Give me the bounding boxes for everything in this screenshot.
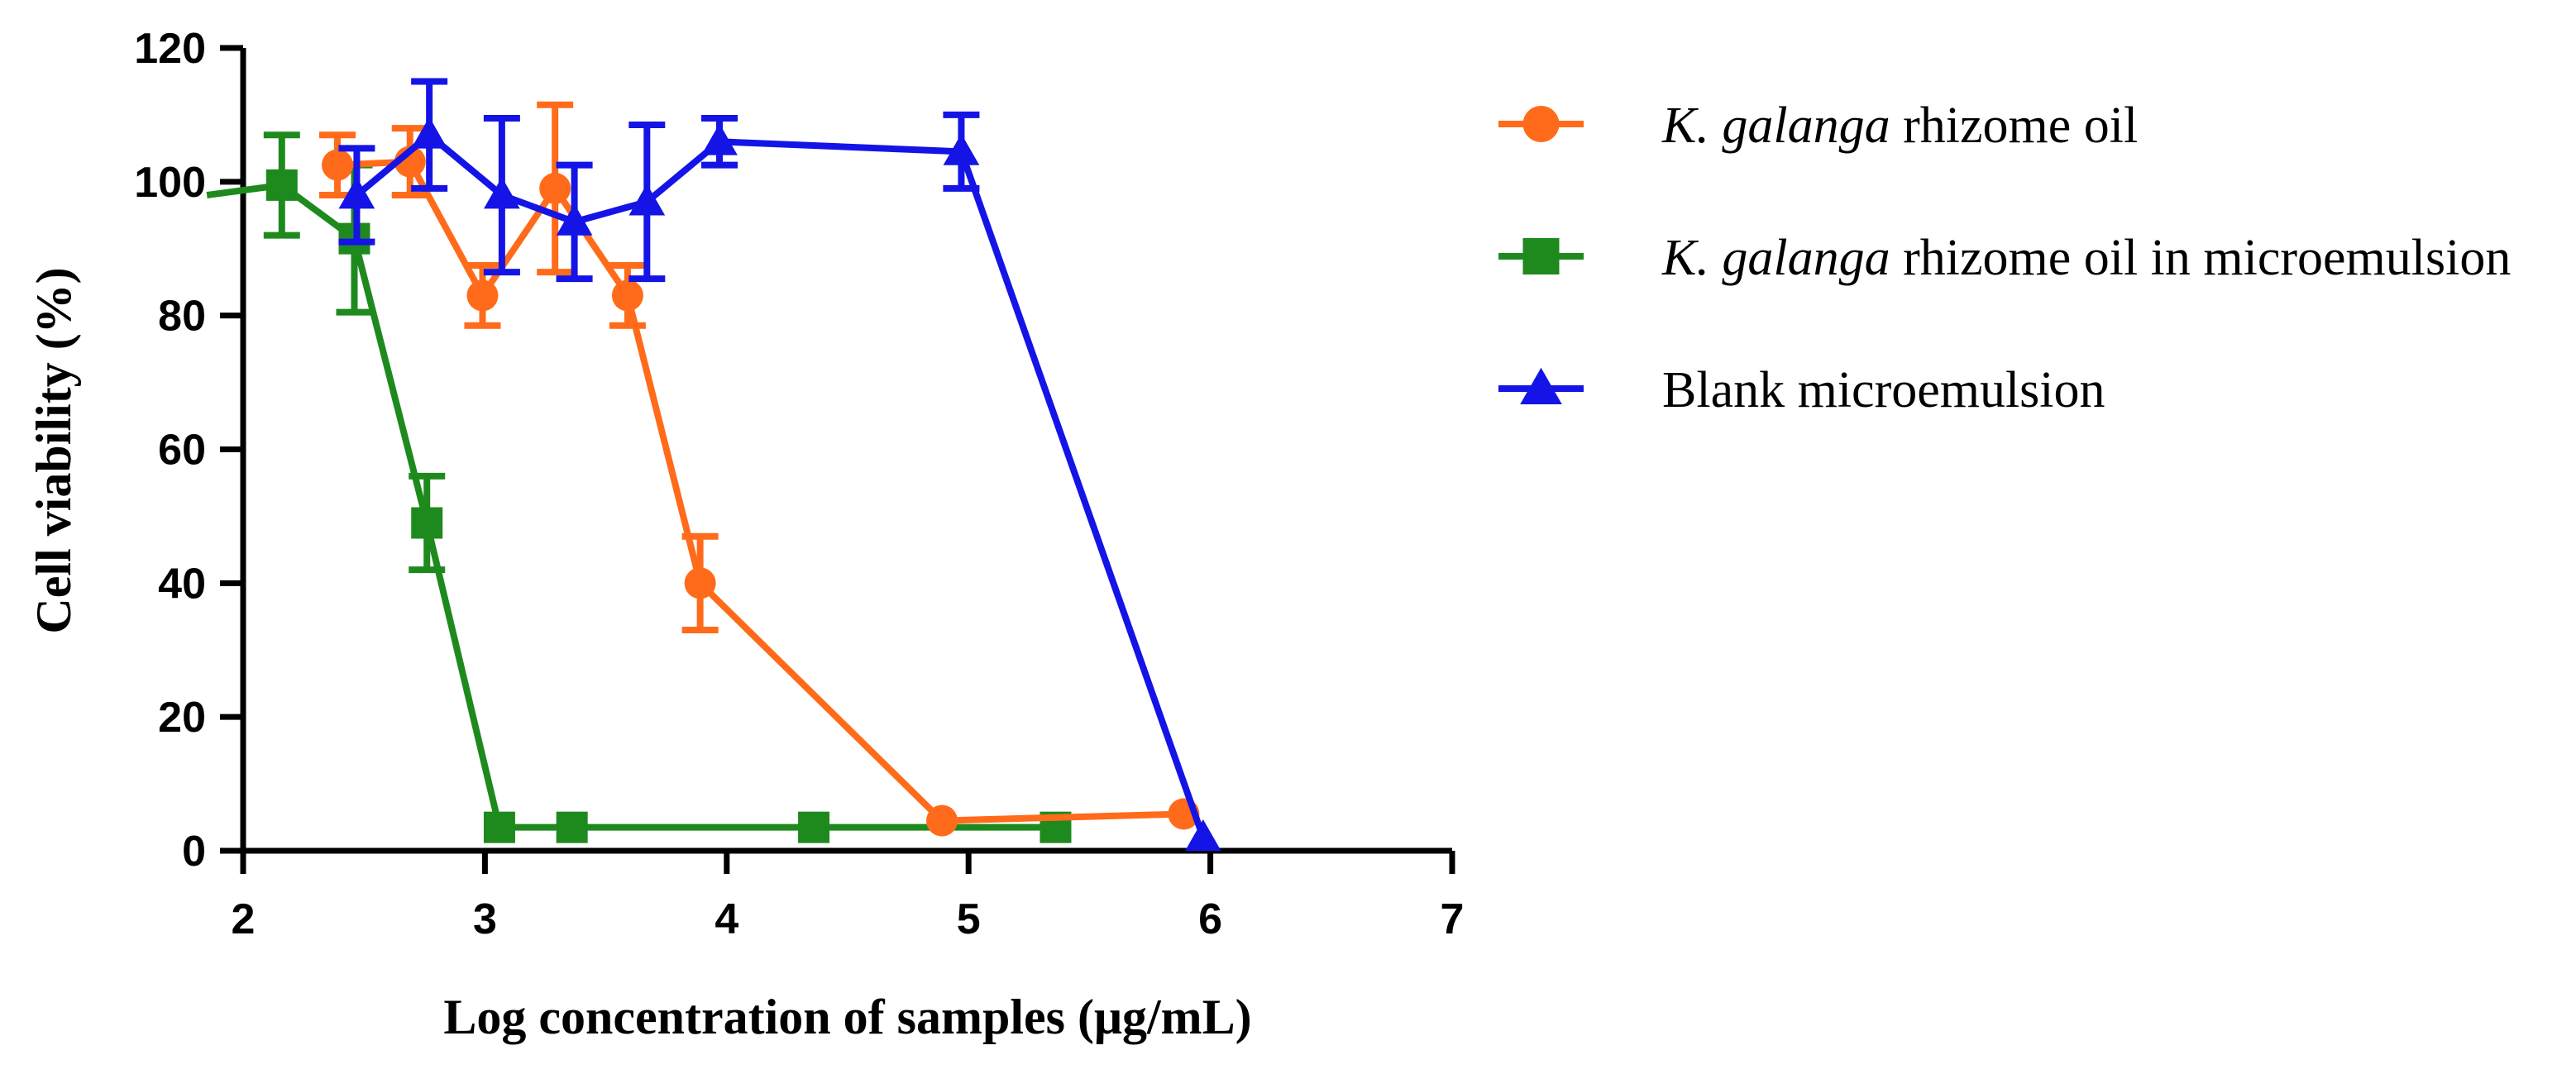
legend-label-italic: K. galanga <box>1661 98 1890 154</box>
y-tick-label: 40 <box>158 560 206 608</box>
data-point <box>798 811 830 843</box>
x-tick-label: 5 <box>957 895 981 943</box>
series-0 <box>319 101 1200 837</box>
series-1 <box>206 131 1072 843</box>
data-point <box>556 811 588 843</box>
legend-marker <box>1520 367 1562 404</box>
data-point <box>539 172 571 204</box>
legend-label-text: Blank microemulsion <box>1662 362 2105 418</box>
legend-label: Blank microemulsion <box>1662 362 2105 418</box>
x-tick-label: 7 <box>1441 895 1465 943</box>
data-point <box>1184 819 1221 852</box>
y-tick-label: 120 <box>134 25 206 73</box>
data-point <box>701 123 738 155</box>
legend-marker <box>1522 238 1560 274</box>
y-tick-label: 0 <box>182 828 206 876</box>
legend-label: K. galanga rhizome oil in microemulsion <box>1661 230 2511 286</box>
ticks: 2 3 4 5 6 7 0 20 40 60 80 100 120 <box>134 25 1464 943</box>
data-point <box>466 279 499 312</box>
data-point <box>483 811 515 843</box>
legend-label-italic: K. galanga <box>1661 230 1890 286</box>
data-point <box>484 177 520 209</box>
data-point <box>322 149 354 181</box>
x-tick-label: 3 <box>473 895 497 943</box>
data-point <box>684 567 716 599</box>
data-point <box>926 804 958 837</box>
data-point <box>338 177 375 209</box>
data-point <box>411 507 443 539</box>
data-point <box>611 279 643 312</box>
y-tick-label: 60 <box>158 427 206 475</box>
x-tick-label: 2 <box>232 895 256 943</box>
data-point <box>556 203 593 236</box>
y-tick-label: 20 <box>158 694 206 742</box>
data-point <box>411 117 447 149</box>
legend-label: K. galanga rhizome oil <box>1661 98 2138 154</box>
x-tick-label: 6 <box>1198 895 1222 943</box>
series-line <box>354 131 1207 839</box>
y-tick-label: 100 <box>134 159 206 207</box>
data-point <box>628 184 666 216</box>
data-point <box>943 133 980 165</box>
data-point <box>265 169 298 201</box>
x-tick-label: 4 <box>714 895 738 943</box>
series-line <box>337 158 1184 824</box>
legend-label-text: rhizome oil <box>1890 98 2139 154</box>
y-tick-label: 80 <box>158 293 206 341</box>
legend-label-text: rhizome oil in microemulsion <box>1890 230 2511 286</box>
y-axis-title: Cell viability (%) <box>26 267 81 633</box>
x-axis-title: Log concentration of samples (μg/mL) <box>443 990 1251 1044</box>
data-series <box>206 78 1221 852</box>
series-2 <box>338 78 1221 852</box>
legend-marker <box>1522 106 1560 142</box>
